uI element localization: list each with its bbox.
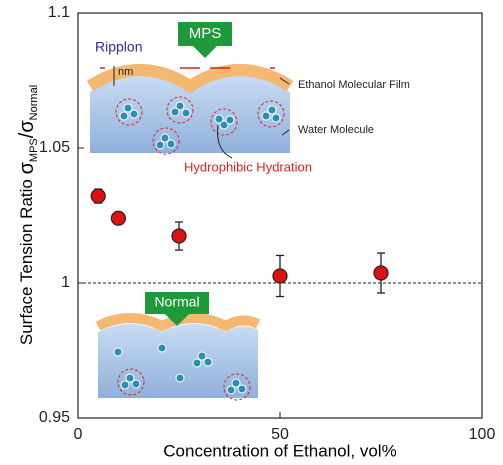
- x-tick-label: 100: [469, 426, 496, 443]
- water-label: Water Molecule: [298, 124, 374, 136]
- mps-diagram: [86, 22, 294, 159]
- y-label-subscript: Normal: [28, 85, 40, 120]
- y-tick-label: 1.05: [39, 139, 70, 156]
- y-label-part: σ: [16, 161, 38, 174]
- data-point: [110, 210, 127, 226]
- x-tick-label: 50: [271, 426, 289, 443]
- normal-diagram: [95, 292, 261, 401]
- y-tick-label: 0.95: [39, 409, 70, 426]
- nm-label: nm: [118, 66, 133, 78]
- data-point: [373, 265, 389, 281]
- y-label-part: Surface Tension Ratio: [17, 174, 36, 345]
- data-point: [90, 188, 106, 204]
- mps-label: MPS: [189, 25, 222, 42]
- ripplon-label: Ripplon: [95, 39, 142, 55]
- y-label-part: /σ: [16, 120, 38, 139]
- normal-label: Normal: [154, 294, 199, 310]
- hydration-label: Hydrophibic Hydration: [184, 159, 312, 174]
- data-point: [272, 268, 288, 284]
- y-label-subscript: MPS: [28, 138, 40, 162]
- x-axis-label: Concentration of Ethanol, vol%: [163, 441, 396, 460]
- data-point: [171, 228, 187, 244]
- y-tick-label: 1.1: [48, 4, 70, 21]
- y-axis-label: Surface Tension Ratio σMPS/σNormal: [16, 85, 40, 345]
- y-tick-label: 1: [61, 274, 70, 291]
- film-label: Ethanol Molecular Film: [298, 79, 410, 91]
- x-tick-label: 0: [74, 426, 83, 443]
